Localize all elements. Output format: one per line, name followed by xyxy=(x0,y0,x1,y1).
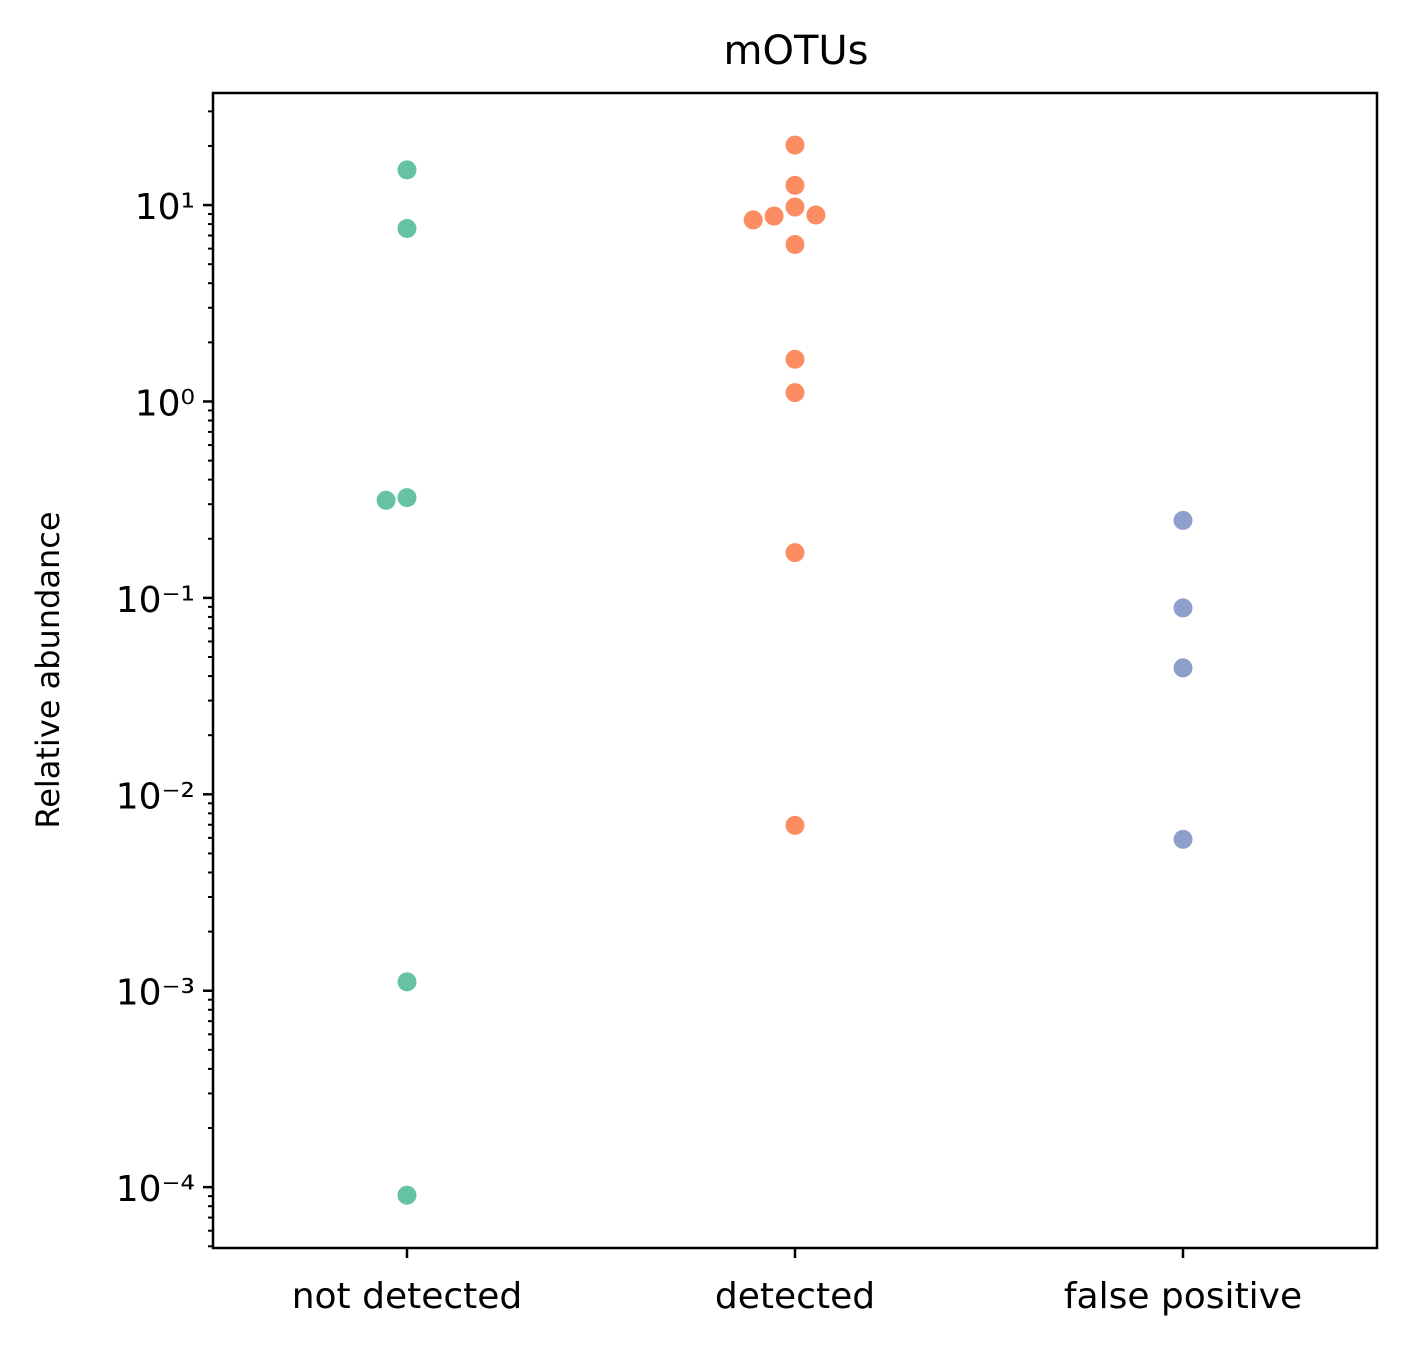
x-tick-label: detected xyxy=(715,1276,875,1317)
data-point xyxy=(785,543,805,563)
data-point xyxy=(397,160,417,180)
data-point xyxy=(785,383,805,403)
y-tick-label: 10¹ xyxy=(135,187,195,228)
data-point xyxy=(376,490,396,510)
plot-frame xyxy=(211,91,1379,1250)
chart-title: mOTUs xyxy=(724,28,869,74)
y-tick-label: 10⁻⁴ xyxy=(116,1169,195,1210)
data-point xyxy=(1173,510,1193,530)
x-tick-label: false positive xyxy=(1064,1276,1302,1317)
y-tick-label: 10⁻² xyxy=(116,776,195,817)
data-point xyxy=(1173,829,1193,849)
data-point xyxy=(1173,598,1193,618)
data-point xyxy=(397,488,417,508)
data-point xyxy=(743,210,763,230)
data-point xyxy=(397,972,417,992)
y-tick-label: 10⁰ xyxy=(135,383,195,424)
data-point xyxy=(785,175,805,195)
data-point xyxy=(785,197,805,217)
data-point xyxy=(764,206,784,226)
data-point xyxy=(397,1185,417,1205)
data-point xyxy=(785,234,805,254)
x-tick-label: not detected xyxy=(292,1276,523,1317)
data-point xyxy=(785,815,805,835)
data-point xyxy=(1173,658,1193,678)
data-point xyxy=(397,218,417,238)
data-point xyxy=(806,205,826,225)
y-tick-label: 10⁻³ xyxy=(116,973,195,1014)
data-point xyxy=(785,349,805,369)
y-tick-label: 10⁻¹ xyxy=(116,580,195,621)
y-axis-label: Relative abundance xyxy=(29,511,67,828)
data-point xyxy=(785,135,805,155)
